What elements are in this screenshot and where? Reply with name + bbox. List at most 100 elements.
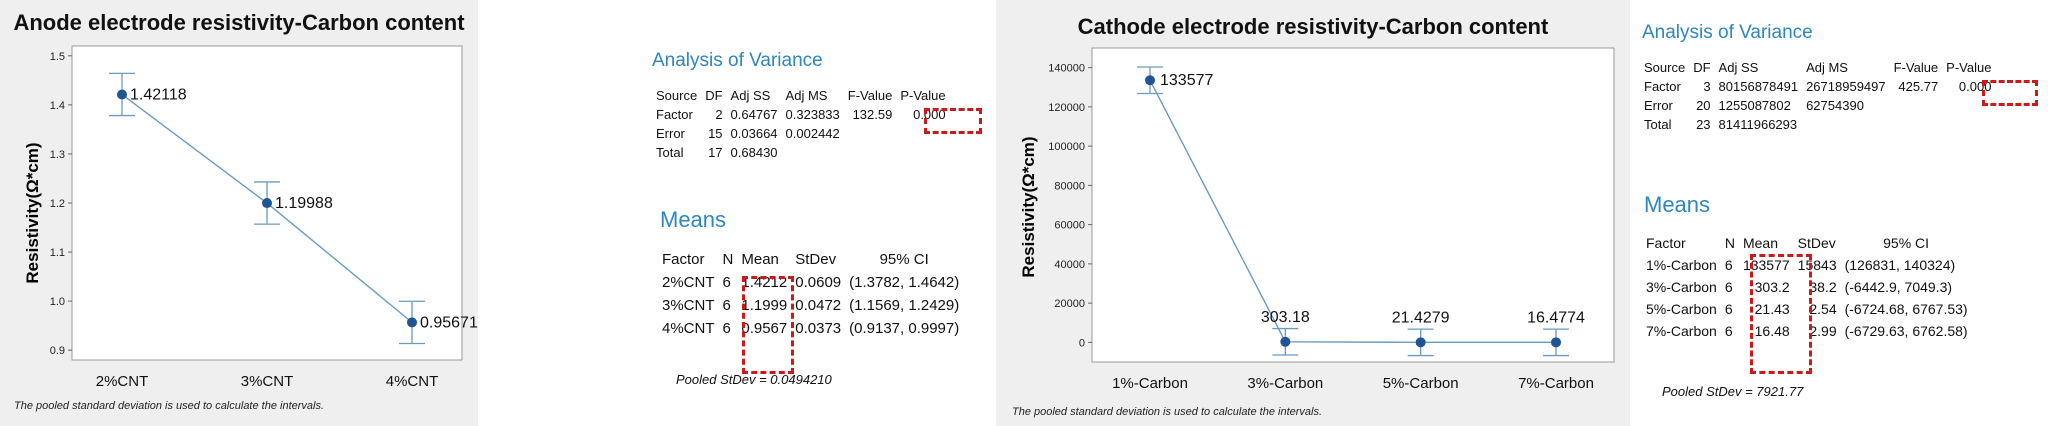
table-cell <box>896 143 949 162</box>
table-cell: 1255087802 <box>1718 98 1791 113</box>
data-point <box>262 198 272 209</box>
table-cell <box>844 124 897 143</box>
cathode-plot-area <box>1091 47 1615 363</box>
means-col-ci: 95% CI <box>879 251 929 268</box>
table-cell: 3%CNT <box>662 297 715 314</box>
anova-header-row: Source DF Adj SS Adj MS F-Value P-Value <box>1640 58 1995 77</box>
table-cell: 0.323833 <box>785 107 840 122</box>
cathode-footnote: The pooled standard deviation is used to… <box>1012 406 1323 418</box>
table-cell: 2.54 <box>1809 301 1837 317</box>
data-label: 16.4774 <box>1527 309 1585 326</box>
table-cell: 4%CNT <box>662 320 715 337</box>
anode-pooled-stdev: Pooled StDev = 0.0494210 <box>676 372 832 387</box>
table-cell: 20 <box>1696 98 1711 113</box>
means-col-stdev: StDev <box>795 251 837 268</box>
table-cell: 15843 <box>1797 257 1837 273</box>
table-row: 3%-Carbon 6 303.2 38.2 (-6442.9, 7049.3) <box>1642 276 1972 298</box>
anova-col-adj-ms: Adj MS <box>785 88 828 103</box>
table-cell: 38.2 <box>1809 279 1837 295</box>
data-point <box>1415 337 1426 348</box>
table-row: 5%-Carbon 6 21.43 2.54 (-6724.68, 6767.5… <box>1642 298 1972 320</box>
anode-chart: Resistivity(Ω*cm) 0.9 1.0 1.1 1.2 1.3 1.4 1.5 1… <box>23 45 478 390</box>
table-row: Total 17 0.68430 <box>652 143 950 162</box>
table-cell: 0.68430 <box>730 145 778 160</box>
table-cell: 0.64767 <box>730 107 778 122</box>
x-tick-label: 3%-Carbon <box>1247 375 1323 392</box>
y-tick-label: 100000 <box>1048 141 1085 153</box>
table-cell: 6 <box>722 274 731 291</box>
cathode-chart-panel: Cathode electrode resistivity-Carbon con… <box>996 0 1630 426</box>
y-tick-label: 1.2 <box>50 198 65 210</box>
anode-chart-title: Anode electrode resistivity-Carbon conte… <box>13 10 465 35</box>
table-cell <box>1890 96 1943 115</box>
cathode-chart: Resistivity(Ω*cm) 0 20000 40000 60000 80000 1… <box>1019 47 1615 392</box>
table-cell: 303.2 <box>1754 279 1790 295</box>
table-cell: 17 <box>708 145 723 160</box>
table-cell: 81411966293 <box>1718 117 1798 132</box>
table-cell: 80156878491 <box>1718 79 1799 94</box>
anova-header-row: Source DF Adj SS Adj MS F-Value P-Value <box>652 86 950 105</box>
anode-y-axis-label: Resistivity(Ω*cm) <box>23 142 42 283</box>
y-tick-label: 40000 <box>1054 259 1085 271</box>
table-cell: 0.9567 <box>741 320 788 337</box>
y-tick-label: 80000 <box>1054 180 1085 192</box>
table-row: Error 15 0.03664 0.002442 <box>652 124 950 143</box>
anova-col-f-value: F-Value <box>1893 60 1939 75</box>
anode-means-heading: Means <box>660 207 727 232</box>
table-cell <box>1942 115 1995 134</box>
table-cell: 1%-Carbon <box>1646 257 1717 273</box>
means-col-mean: Mean <box>1742 235 1778 251</box>
anova-col-p-value: P-Value <box>1946 60 1992 75</box>
table-cell: Factor <box>656 107 693 122</box>
table-cell: (126831, 140324) <box>1844 257 1956 273</box>
table-cell: (-6729.63, 6762.58) <box>1844 323 1968 339</box>
y-tick-label: 60000 <box>1054 220 1085 232</box>
table-cell: 6 <box>1724 257 1733 273</box>
table-cell: 2.99 <box>1809 323 1837 339</box>
x-tick-label: 4%CNT <box>386 373 439 390</box>
y-tick-label: 1.5 <box>50 51 65 63</box>
table-cell: 6 <box>1724 279 1733 295</box>
cathode-means-heading: Means <box>1644 192 1711 217</box>
table-cell: 2 <box>715 107 723 122</box>
means-col-n: N <box>722 251 734 268</box>
y-tick-label: 0.9 <box>50 345 65 357</box>
table-cell: 0.03664 <box>730 126 778 141</box>
y-tick-label: 1.3 <box>50 149 65 161</box>
table-cell <box>844 143 897 162</box>
table-cell: 3 <box>1703 79 1711 94</box>
means-col-n: N <box>1724 235 1735 251</box>
table-cell: 6 <box>722 320 731 337</box>
y-tick-label: 1.4 <box>50 100 65 112</box>
table-cell: 26718959497 <box>1806 79 1886 94</box>
anova-col-df: DF <box>705 88 723 103</box>
x-tick-label: 1%-Carbon <box>1112 375 1188 392</box>
means-header-row: Factor N Mean StDev 95% CI <box>1642 232 1972 254</box>
anova-col-adj-ss: Adj SS <box>730 88 771 103</box>
y-tick-label: 0 <box>1079 337 1085 349</box>
x-tick-label: 3%CNT <box>241 373 294 390</box>
anova-col-source: Source <box>656 88 698 103</box>
x-tick-label: 5%-Carbon <box>1383 375 1459 392</box>
table-cell: 0.0472 <box>795 297 842 314</box>
table-cell: 2%CNT <box>662 274 715 291</box>
data-point <box>1551 337 1561 348</box>
y-tick-label: 140000 <box>1048 63 1085 75</box>
table-cell: (-6442.9, 7049.3) <box>1844 279 1953 295</box>
x-tick-label: 7%-Carbon <box>1518 375 1594 392</box>
cathode-anova-heading: Analysis of Variance <box>1642 22 1813 43</box>
data-label: 133577 <box>1160 72 1213 89</box>
anode-p-value-highlight <box>924 108 982 134</box>
table-cell: 5%-Carbon <box>1646 301 1717 317</box>
data-label: 1.19988 <box>275 195 333 212</box>
means-col-ci: 95% CI <box>1883 235 1930 251</box>
table-row: Factor 2 0.64767 0.323833 132.59 0.000 <box>652 105 950 124</box>
table-cell: 6 <box>1724 301 1733 317</box>
data-point <box>1145 75 1155 86</box>
data-point <box>117 89 127 100</box>
table-cell: Error <box>1644 98 1673 113</box>
table-cell: 0.002442 <box>785 126 840 141</box>
anova-col-adj-ms: Adj MS <box>1806 60 1848 75</box>
anova-col-source: Source <box>1644 60 1686 75</box>
cathode-chart-title: Cathode electrode resistivity-Carbon con… <box>1077 14 1549 39</box>
